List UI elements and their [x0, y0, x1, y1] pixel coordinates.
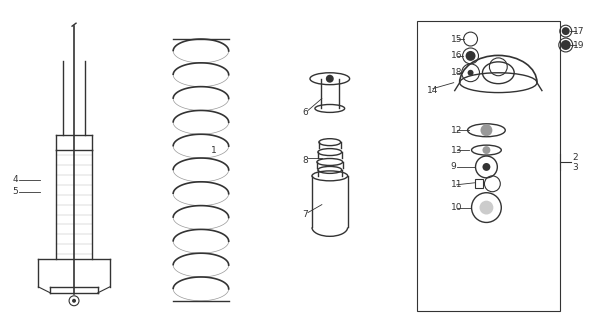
- Circle shape: [482, 163, 490, 171]
- Text: 5: 5: [13, 187, 18, 196]
- Text: 2: 2: [573, 153, 578, 162]
- Text: 11: 11: [451, 180, 462, 189]
- Bar: [417, 21, 560, 311]
- Text: 12: 12: [451, 126, 462, 135]
- Text: 10: 10: [451, 203, 462, 212]
- Text: 3: 3: [573, 164, 579, 172]
- Circle shape: [468, 70, 473, 76]
- Circle shape: [479, 201, 493, 214]
- Circle shape: [561, 40, 571, 50]
- Text: 19: 19: [573, 41, 584, 50]
- Text: 6: 6: [302, 108, 308, 117]
- Text: 18: 18: [451, 68, 462, 77]
- Text: 7: 7: [302, 210, 308, 219]
- Circle shape: [72, 299, 76, 303]
- Circle shape: [482, 146, 490, 154]
- Circle shape: [481, 124, 492, 136]
- Text: 13: 13: [451, 146, 462, 155]
- Circle shape: [562, 27, 569, 35]
- Text: 17: 17: [573, 27, 584, 36]
- Text: 15: 15: [451, 35, 462, 44]
- Circle shape: [466, 51, 476, 61]
- Circle shape: [326, 75, 333, 83]
- Text: 16: 16: [451, 52, 462, 60]
- Text: 1: 1: [211, 146, 216, 155]
- Bar: [474, 179, 484, 188]
- Text: 4: 4: [13, 175, 18, 184]
- Text: 9: 9: [451, 163, 457, 172]
- Text: 8: 8: [302, 156, 308, 164]
- Text: 14: 14: [427, 86, 438, 95]
